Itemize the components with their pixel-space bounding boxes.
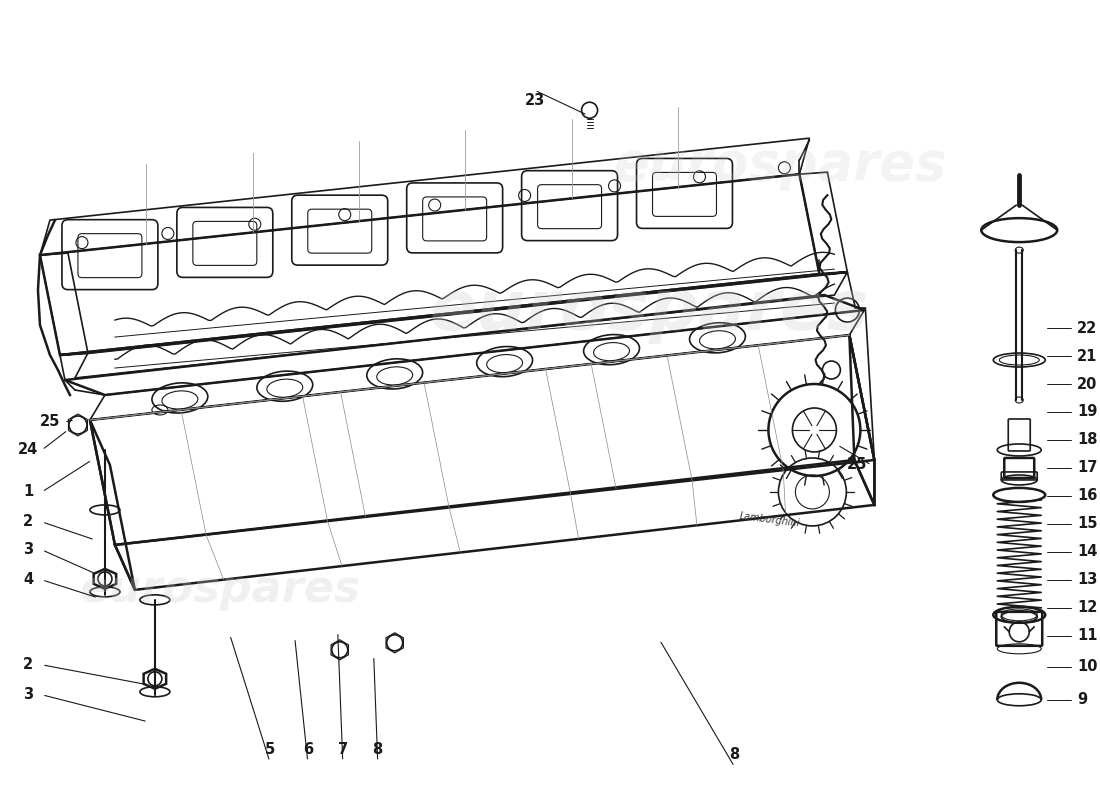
Text: 16: 16 bbox=[1077, 489, 1098, 503]
Text: 7: 7 bbox=[338, 742, 348, 758]
Text: 18: 18 bbox=[1077, 433, 1098, 447]
Text: 2: 2 bbox=[23, 658, 33, 672]
Text: 24: 24 bbox=[18, 442, 38, 458]
Text: 3: 3 bbox=[23, 542, 33, 558]
Text: eurospares: eurospares bbox=[430, 277, 869, 343]
Text: 4: 4 bbox=[23, 572, 33, 587]
Text: 21: 21 bbox=[1077, 349, 1098, 363]
Text: 11: 11 bbox=[1077, 628, 1098, 643]
Text: 5: 5 bbox=[265, 742, 275, 758]
Text: 20: 20 bbox=[1077, 377, 1098, 391]
Text: 13: 13 bbox=[1077, 572, 1098, 587]
Text: 9: 9 bbox=[1077, 692, 1087, 707]
Text: 10: 10 bbox=[1077, 659, 1098, 674]
Text: 8: 8 bbox=[373, 742, 383, 758]
Text: 23: 23 bbox=[525, 93, 544, 108]
Text: Lamborghini: Lamborghini bbox=[738, 511, 801, 529]
Text: 1: 1 bbox=[23, 485, 33, 499]
Text: 14: 14 bbox=[1077, 544, 1098, 559]
Text: 25: 25 bbox=[40, 414, 60, 430]
Text: 17: 17 bbox=[1077, 461, 1098, 475]
Text: 19: 19 bbox=[1077, 405, 1098, 419]
Text: 12: 12 bbox=[1077, 600, 1098, 615]
Text: eurospares: eurospares bbox=[79, 568, 361, 611]
Text: 2: 2 bbox=[23, 514, 33, 530]
Text: 25: 25 bbox=[847, 458, 868, 473]
Text: 15: 15 bbox=[1077, 517, 1098, 531]
Text: 22: 22 bbox=[1077, 321, 1098, 335]
Text: eurospares: eurospares bbox=[613, 139, 946, 191]
Text: 3: 3 bbox=[23, 687, 33, 702]
Text: 6: 6 bbox=[302, 742, 312, 758]
Text: 8: 8 bbox=[729, 747, 739, 762]
